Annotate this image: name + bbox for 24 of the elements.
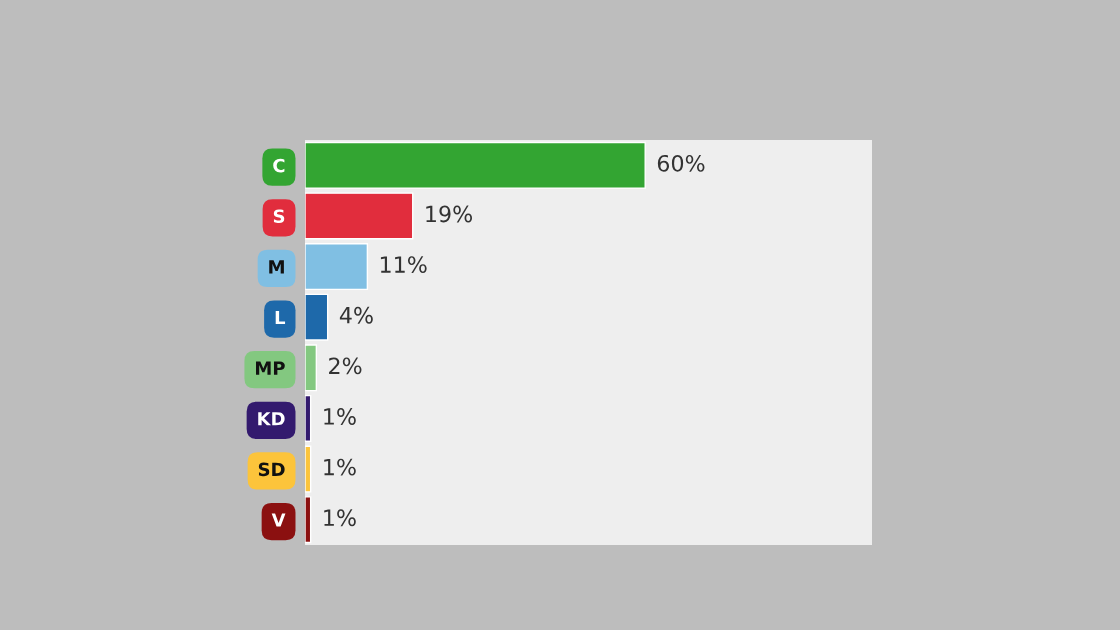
y-tick-label: C [273,158,285,173]
bar [305,394,312,442]
bar [305,445,312,493]
data-label: 1% [324,458,356,476]
data-label: 19% [426,205,473,223]
y-tick-label: KD [258,412,285,426]
data-label: 2% [329,357,362,375]
y-tick-label: MP [256,361,285,375]
data-label: 1% [324,509,356,527]
data-label: 4% [339,306,373,324]
bar [305,293,329,341]
bar [305,141,646,189]
y-tick-label: L [275,310,286,325]
bar [305,192,414,240]
y-tick-label: M [269,260,284,274]
y-tick-label: SD [258,462,285,477]
bar [305,243,369,291]
y-tick-label: V [271,513,286,527]
data-label: 1% [324,408,356,425]
data-label: 60% [657,154,705,172]
bar [305,496,312,544]
data-label: 11% [380,256,427,274]
bar [305,344,318,392]
y-tick-label: S [273,209,285,224]
